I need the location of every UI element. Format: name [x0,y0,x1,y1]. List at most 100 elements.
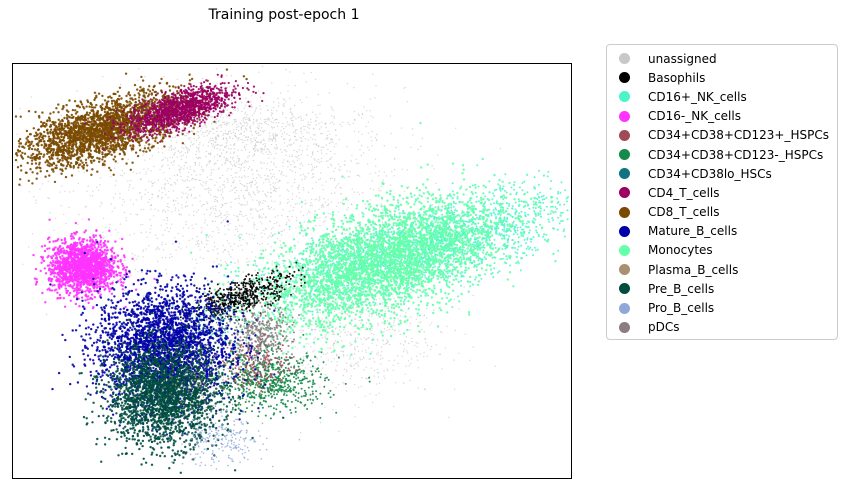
scatter-point [273,164,275,166]
scatter-point [300,117,302,120]
scatter-point [219,93,222,96]
scatter-point [184,180,187,182]
scatter-point [293,364,296,366]
scatter-point [279,92,282,94]
scatter-point [129,234,131,236]
scatter-point [549,212,552,215]
scatter-point [224,202,226,205]
scatter-point [184,134,186,137]
scatter-point [493,267,496,270]
scatter-point [554,206,557,208]
scatter-point [226,240,228,242]
scatter-point [222,134,224,136]
scatter-point [190,174,193,176]
scatter-point [377,322,379,325]
scatter-point [219,186,221,188]
scatter-point [293,162,295,164]
scatter-point [566,209,569,212]
scatter-point [395,303,397,305]
scatter-point [159,168,161,171]
scatter-point [358,280,360,283]
scatter-point [263,121,266,124]
scatter-point [156,237,158,240]
scatter-point [301,101,303,104]
scatter-point [207,236,210,238]
scatter-point [329,266,332,269]
scatter-point [183,180,185,182]
scatter-point [273,173,275,175]
scatter-point [242,215,244,217]
scatter-point [200,227,203,229]
scatter-point [311,324,313,326]
scatter-point [564,189,567,192]
scatter-point [233,131,235,134]
scatter-point [417,359,419,361]
scatter-point [452,260,455,263]
scatter-point [239,180,241,182]
scatter-point [259,201,262,203]
scatter-plot [12,63,572,479]
scatter-point [250,131,253,133]
scatter-point [356,162,358,165]
scatter-point [284,138,286,140]
scatter-point [314,309,317,311]
scatter-point [151,143,153,145]
scatter-point [418,314,421,317]
scatter-point [533,210,536,213]
scatter-point [393,319,395,322]
scatter-point [455,209,458,212]
scatter-point [300,211,302,213]
scatter-point [218,215,220,217]
scatter-point [491,198,494,201]
scatter-point [311,187,314,190]
scatter-point [295,132,297,135]
scatter-point [347,284,350,287]
scatter-point [149,158,151,160]
scatter-point [262,208,264,210]
scatter-point [265,194,267,197]
scatter-point [493,202,496,205]
scatter-point [262,190,264,192]
scatter-point [235,95,238,97]
scatter-point [329,327,331,329]
scatter-point [180,158,183,160]
scatter-point [185,297,188,299]
scatter-point [512,233,515,236]
scatter-point [368,149,370,151]
scatter-point [506,216,509,219]
scatter-point [226,124,228,126]
scatter-point [313,128,315,130]
scatter-point [172,136,174,139]
scatter-point [254,150,256,152]
scatter-point [343,383,345,385]
scatter-point [170,149,173,151]
scatter-point [198,164,200,166]
scatter-point [258,204,260,206]
scatter-point [240,167,242,169]
scatter-point [245,242,248,244]
scatter-point [425,342,427,344]
scatter-point [301,371,303,374]
scatter-point [228,130,230,133]
scatter-point [331,222,334,225]
scatter-point [311,152,314,154]
scatter-point [186,132,188,134]
scatter-point [521,182,524,184]
scatter-point [212,249,214,251]
scatter-point [200,166,203,168]
scatter-point [230,271,233,273]
scatter-point [240,123,242,125]
scatter-point [480,277,483,280]
scatter-point [359,149,361,151]
scatter-point [174,181,176,184]
scatter-point [383,318,385,320]
scatter-point [281,170,283,173]
scatter-point [356,174,358,177]
scatter-point [203,181,205,183]
scatter-point [357,225,359,228]
scatter-point [353,130,356,133]
scatter-point [238,176,240,178]
scatter-point [272,121,274,124]
scatter-point [132,187,134,190]
scatter-point [376,133,378,136]
